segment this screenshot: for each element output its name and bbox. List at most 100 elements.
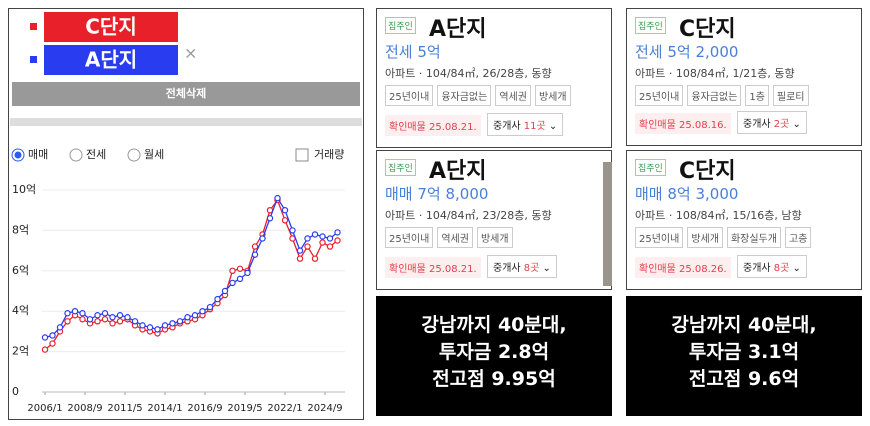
spec: 아파트 · 108/84㎡, 1/21층, 동향 [635,67,795,80]
complex-name: A단지 [429,17,487,42]
tag: 고층 [784,227,812,248]
note-box: 강남까지 40분대, 투자금 3.1억 전고점 9.6억 [626,296,862,416]
radio-dot[interactable] [14,151,22,159]
point [49,340,56,347]
point [266,215,274,222]
price: 매매 7억 8,000 [385,185,489,203]
tag: 25년이내 [385,227,434,248]
listing-card[interactable]: 집주인 C단지 매매 8억 3,000 아파트 · 108/84㎡, 15/16층, … [626,150,862,290]
agent-count[interactable]: 8곳 [773,263,790,274]
point [311,231,319,238]
delete-button[interactable] [12,82,360,106]
point [334,237,341,244]
delete-button-label[interactable]: 전체삭제 [166,86,206,100]
radio-label[interactable]: 매매 [28,148,48,161]
close-mark[interactable]: × [184,44,197,63]
point [116,318,124,325]
x-tick-label: 2016/9 [187,403,222,414]
x-tick-label: 2019/5 [227,403,262,414]
tag: 필로티 [772,85,809,106]
point [214,295,221,303]
point [56,324,64,331]
owner-badge: 집주인 [385,17,416,34]
point [236,275,244,283]
point [109,314,116,321]
agent-button[interactable]: 중개사 11곳 ⌄ [487,113,564,136]
owner-badge: 집주인 [385,159,416,176]
x-tick-label: 2006/1 [27,403,62,414]
point [206,303,214,311]
price: 전세 5억 [385,43,441,61]
checkbox[interactable] [295,148,309,162]
point [236,265,244,272]
note-line: 투자금 3.1억 [688,341,800,363]
tag: 화장실두개 [726,227,781,248]
agent-count[interactable]: 2곳 [773,119,790,130]
point [94,312,101,319]
listing-card[interactable]: 집주인 C단지 전세 5억 2,000 아파트 · 108/84㎡, 1/21층, 동… [626,8,862,146]
complex-name: A단지 [429,159,487,184]
point [79,316,86,323]
point [319,233,326,240]
y-tick-label: 8억 [12,223,29,236]
agent-button[interactable]: 중개사 2곳 ⌄ [737,111,807,134]
point [79,310,86,317]
point [281,206,289,214]
listing-card[interactable]: 집주인 A단지 전세 5억 아파트 · 104/84㎡, 26/28층, 동향 25년이… [376,8,612,148]
point [64,318,71,325]
point [296,247,304,254]
agent-label[interactable]: 중개사 [743,263,771,274]
point [109,320,116,327]
complex-name: C단지 [679,17,736,42]
image-strip [603,162,612,286]
legend-swatch [30,56,37,63]
confirmed-date: 확인매물 25.08.21. [385,257,481,278]
point [124,314,131,321]
tags: 25년이내 역세권 방세개 [385,227,513,248]
tags: 25년이내 융자금없는 역세권 방세개 [385,85,571,106]
agent-label[interactable]: 중개사 [493,263,521,274]
listing-card[interactable]: 집주인 A단지 매매 7억 8,000 아파트 · 104/84㎡, 23/28층, … [376,150,612,290]
point [244,269,251,277]
tag: 역세권 [437,227,473,248]
x-tick-label: 2008/9 [67,403,102,414]
series-line [44,198,338,351]
point [281,217,289,224]
radio[interactable] [127,148,141,162]
legend-box [44,12,178,42]
point [41,334,49,341]
radio[interactable] [69,148,83,162]
radio-label[interactable]: 전세 [86,148,106,161]
point [116,312,124,319]
y-tick-label: 10억 [12,183,36,196]
point [139,322,146,329]
radio-label[interactable]: 월세 [144,148,164,161]
point [64,310,71,317]
agent-count[interactable]: 8곳 [523,263,540,274]
tag: 1층 [745,85,769,106]
agent-button[interactable]: 중개사 8곳 ⌄ [487,255,557,278]
agent-button[interactable]: 중개사 8곳 ⌄ [737,255,807,278]
legend-label: C단지 [85,15,136,39]
note-line: 전고점 9.6억 [688,368,800,390]
tag: 역세권 [495,85,531,106]
spec: 아파트 · 108/84㎡, 15/16층, 남향 [635,209,802,222]
agent-label[interactable]: 중개사 [493,121,521,132]
agent-count[interactable]: 11곳 [523,121,546,132]
tag: 25년이내 [635,85,684,106]
point [296,255,304,262]
owner-badge: 집주인 [635,159,666,176]
point [101,316,109,323]
point [311,255,319,262]
point [94,318,101,325]
point [274,194,281,202]
spec: 아파트 · 104/84㎡, 23/28층, 동향 [385,209,552,222]
x-tick-label: 2011/5 [107,403,142,414]
legend-label: A단지 [85,48,137,72]
checkbox-label[interactable]: 거래량 [314,148,344,161]
agent-label[interactable]: 중개사 [743,119,771,130]
tag: 방세개 [476,227,513,248]
price: 매매 8억 3,000 [635,185,739,203]
point [154,326,161,333]
point [191,312,199,319]
